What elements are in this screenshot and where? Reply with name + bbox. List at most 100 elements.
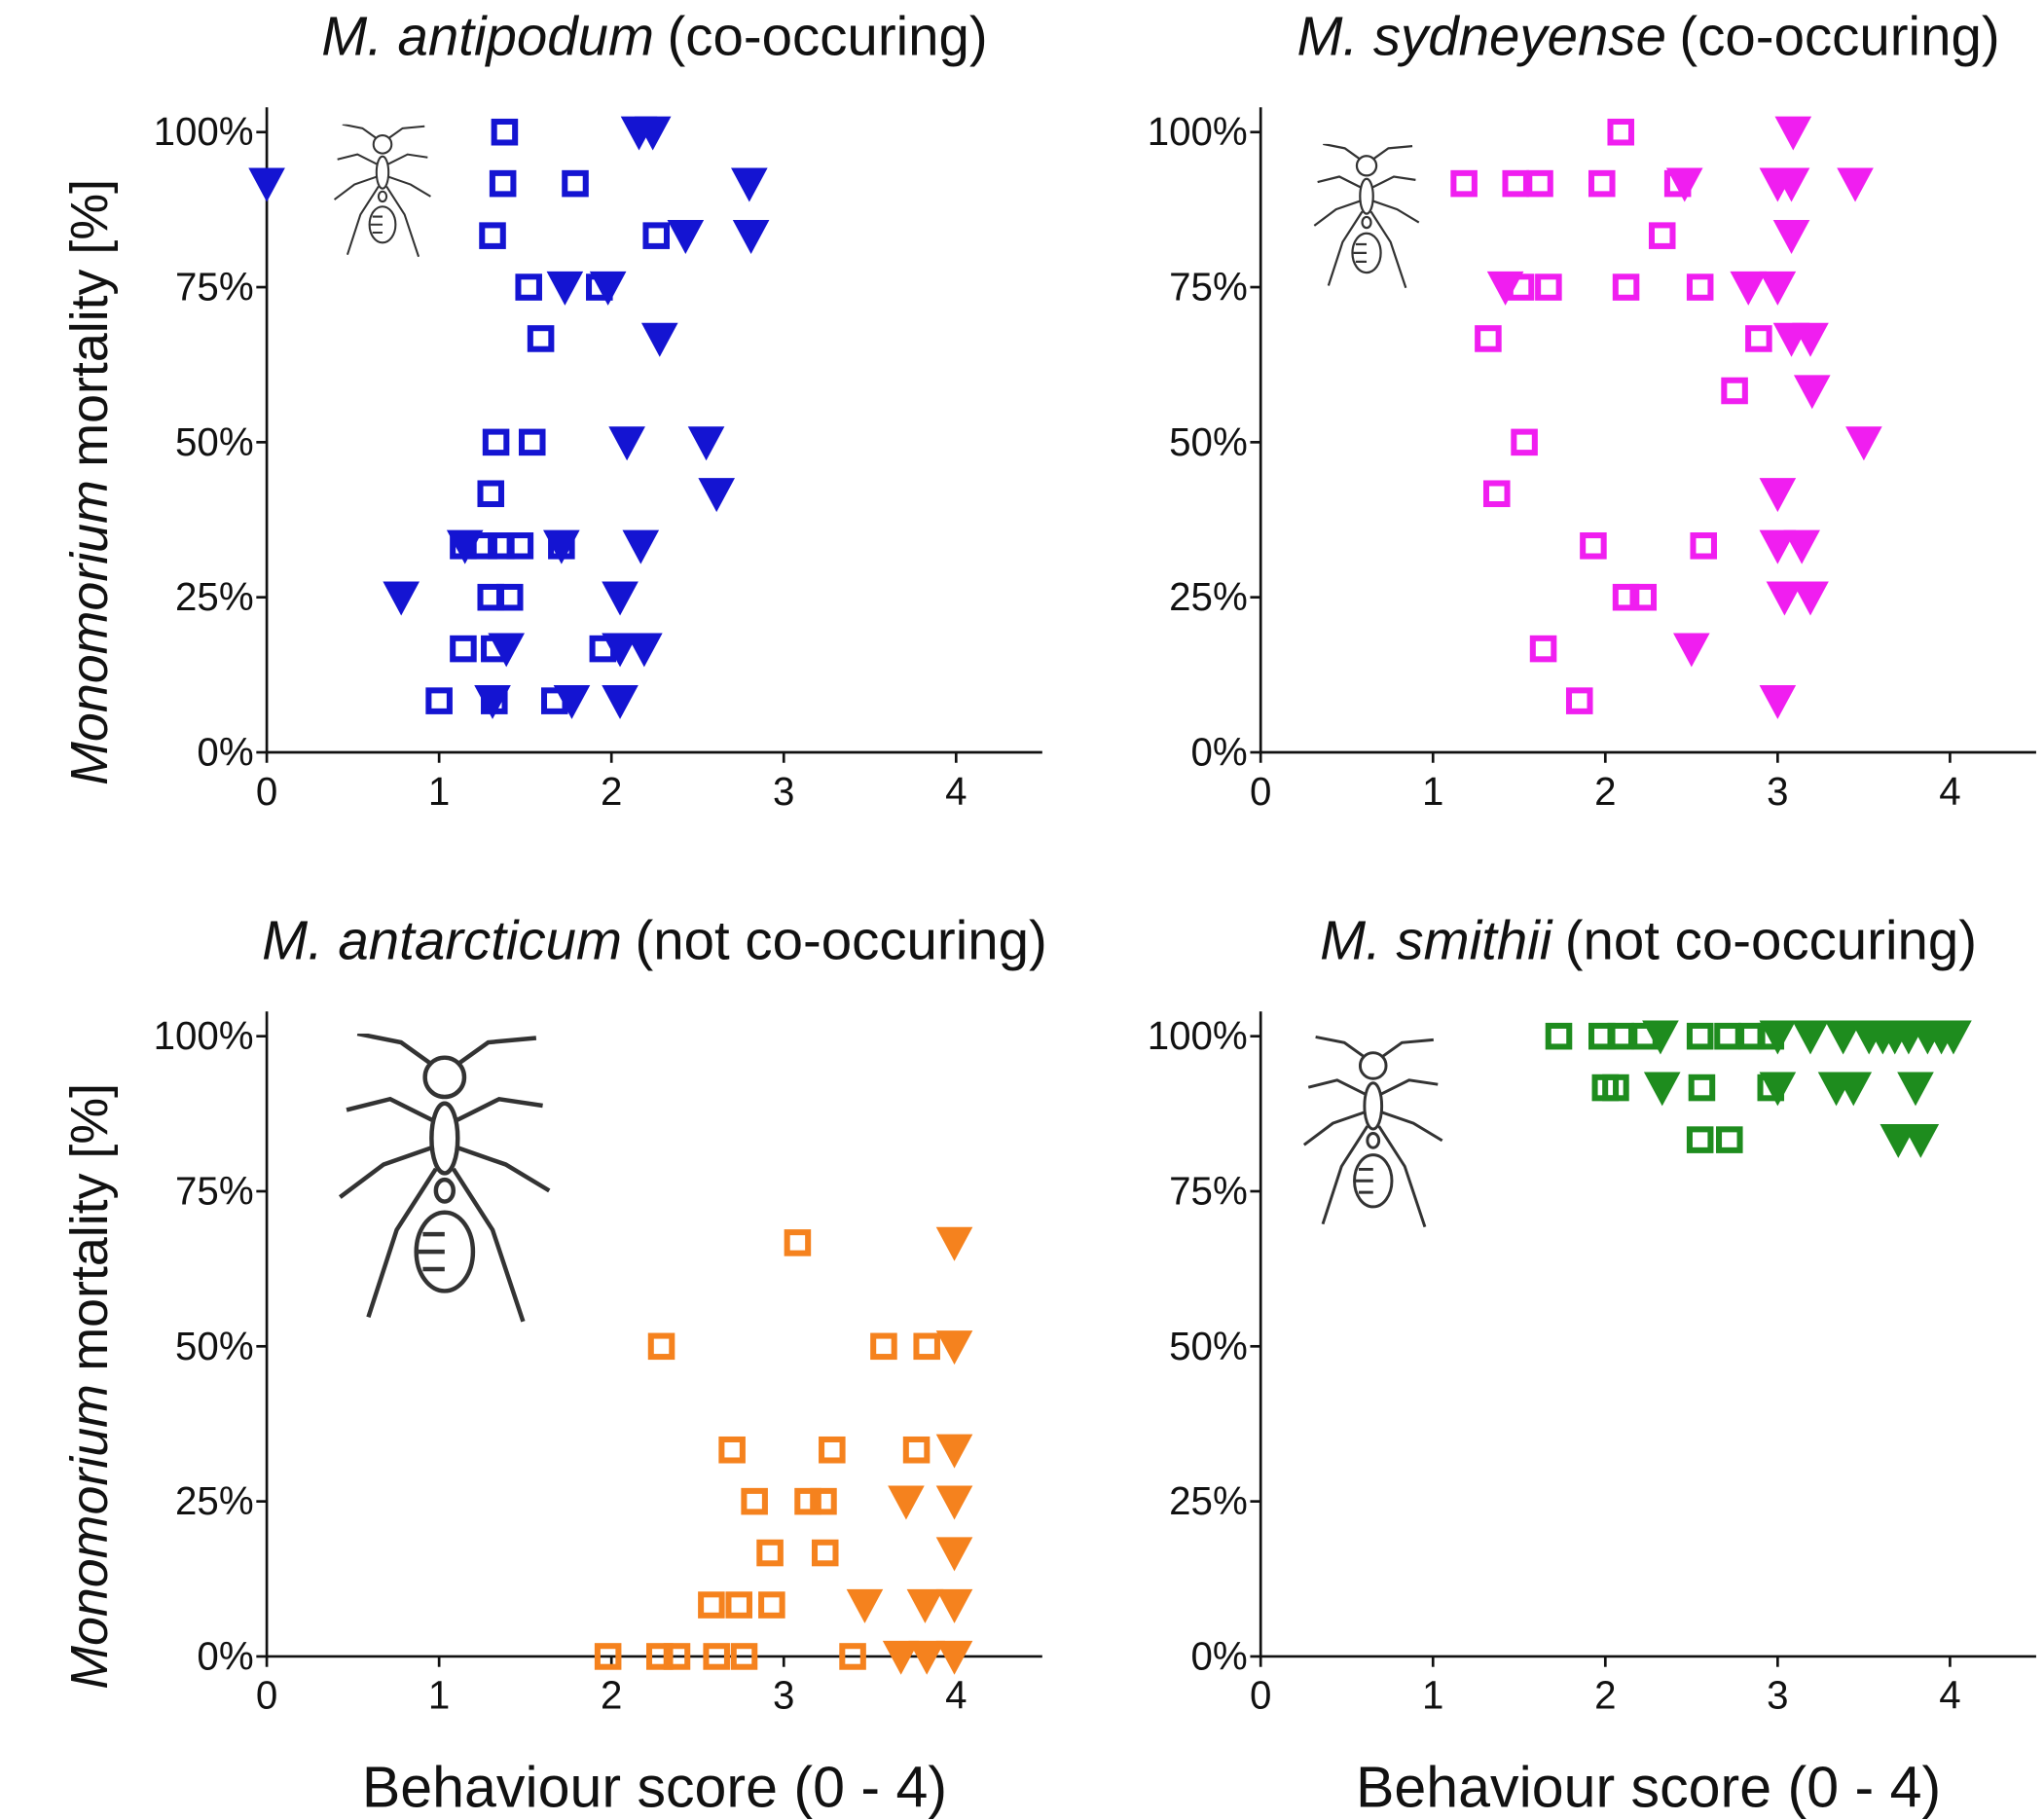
- triangle-marker: [1837, 167, 1874, 201]
- square-marker: [759, 1543, 780, 1564]
- triangle-marker: [1903, 1124, 1940, 1158]
- triangle-marker: [936, 1537, 973, 1571]
- y-tick-label: 100%: [1148, 1014, 1248, 1058]
- triangle-marker: [1760, 272, 1797, 306]
- triangle-marker: [936, 1486, 973, 1520]
- square-marker: [721, 1439, 742, 1461]
- square-marker: [1693, 535, 1713, 557]
- square-marker: [1453, 173, 1474, 195]
- y-tick-label: 100%: [154, 110, 254, 154]
- x-axis-label: Behaviour score (0 - 4): [1356, 1755, 1941, 1820]
- triangle-marker: [936, 1589, 973, 1623]
- square-marker: [482, 225, 502, 246]
- square-marker: [1505, 173, 1525, 195]
- title-note: (not co-occuring): [1565, 909, 1977, 970]
- triangle-marker: [936, 1435, 973, 1469]
- triangle-marker: [626, 633, 663, 667]
- square-marker: [1549, 1026, 1569, 1047]
- y-label-species: Monomorium: [60, 480, 119, 785]
- triangle-marker: [608, 426, 645, 460]
- y-tick-label: 25%: [1169, 1479, 1248, 1523]
- y-tick-label: 75%: [175, 1169, 254, 1213]
- x-tick-label: 1: [428, 770, 450, 814]
- y-tick-label: 0%: [197, 730, 253, 774]
- square-marker: [1690, 276, 1710, 298]
- triangle-marker: [641, 323, 678, 357]
- square-marker: [1478, 328, 1498, 349]
- square-marker: [530, 328, 551, 349]
- triangle-marker: [688, 426, 725, 460]
- square-marker: [1583, 535, 1603, 557]
- square-marker: [428, 690, 449, 711]
- square-marker: [744, 1491, 764, 1512]
- triangle-marker: [1783, 530, 1820, 564]
- triangle-marker: [1845, 426, 1882, 460]
- square-marker: [1724, 381, 1744, 402]
- square-marker: [1717, 1026, 1737, 1047]
- triangle-marker: [1730, 272, 1767, 306]
- triangle-marker: [936, 1227, 973, 1261]
- square-marker: [701, 1594, 721, 1616]
- square-marker: [1719, 1129, 1739, 1150]
- chart-title: M. sydneyense(co-occuring): [1297, 5, 2000, 66]
- square-marker: [1569, 690, 1589, 711]
- square-marker: [761, 1594, 782, 1616]
- square-marker: [1610, 122, 1630, 143]
- x-tick-label: 2: [1594, 770, 1616, 814]
- square-marker: [906, 1439, 927, 1461]
- triangle-marker: [1760, 685, 1797, 719]
- title-note: (co-occuring): [1679, 5, 1999, 66]
- ant-drawing: [340, 1034, 549, 1322]
- x-tick-label: 4: [945, 770, 967, 814]
- triangle-marker: [1773, 220, 1810, 254]
- y-tick-label: 0%: [1191, 1634, 1248, 1678]
- square-marker: [481, 484, 501, 505]
- square-marker: [916, 1336, 936, 1358]
- y-tick-label: 25%: [175, 1479, 254, 1523]
- x-tick-label: 4: [1939, 1674, 1960, 1718]
- y-label-note: mortality [%]: [60, 179, 119, 467]
- square-marker: [1514, 432, 1534, 454]
- square-marker: [1652, 225, 1672, 246]
- y-label-species: Monomorium: [60, 1384, 119, 1690]
- triangle-marker: [888, 1486, 925, 1520]
- y-tick-label: 50%: [175, 1325, 254, 1368]
- square-marker: [522, 432, 542, 454]
- square-marker: [873, 1336, 894, 1358]
- title-species: M. smithii: [1320, 909, 1553, 970]
- x-tick-label: 1: [1422, 770, 1443, 814]
- title-species: M. sydneyense: [1297, 5, 1666, 66]
- chart-title: M. antarcticum(not co-occuring): [262, 909, 1047, 970]
- square-marker: [486, 432, 506, 454]
- square-marker: [1529, 173, 1550, 195]
- y-tick-label: 0%: [1191, 730, 1248, 774]
- x-tick-label: 2: [601, 1674, 622, 1718]
- ant-drawing: [1304, 1037, 1442, 1226]
- y-label-note: mortality [%]: [60, 1083, 119, 1371]
- y-axis-label: Monomorium mortality [%]: [60, 179, 119, 785]
- x-tick-label: 4: [1939, 770, 1960, 814]
- triangle-marker: [698, 478, 735, 512]
- y-tick-label: 75%: [1169, 265, 1248, 309]
- x-tick-label: 3: [773, 770, 794, 814]
- square-marker: [518, 276, 538, 298]
- triangle-marker: [847, 1589, 884, 1623]
- square-marker: [1538, 276, 1558, 298]
- square-marker: [565, 173, 585, 195]
- square-marker: [1748, 328, 1769, 349]
- y-tick-label: 50%: [1169, 1325, 1248, 1368]
- x-tick-label: 0: [256, 770, 277, 814]
- triangle-marker: [1644, 1072, 1681, 1106]
- triangle-marker: [1774, 117, 1811, 151]
- chart-title: M. smithii(not co-occuring): [1320, 909, 1977, 970]
- x-tick-label: 3: [1767, 1674, 1788, 1718]
- y-tick-label: 75%: [175, 265, 254, 309]
- square-marker: [1616, 276, 1636, 298]
- y-axis-label: Monomorium mortality [%]: [60, 1083, 119, 1690]
- x-tick-label: 0: [1250, 1674, 1271, 1718]
- ant-drawing: [1314, 144, 1418, 288]
- y-tick-label: 25%: [1169, 575, 1248, 619]
- square-marker: [815, 1543, 835, 1564]
- title-species: M. antipodum: [321, 5, 654, 66]
- square-marker: [1533, 638, 1553, 660]
